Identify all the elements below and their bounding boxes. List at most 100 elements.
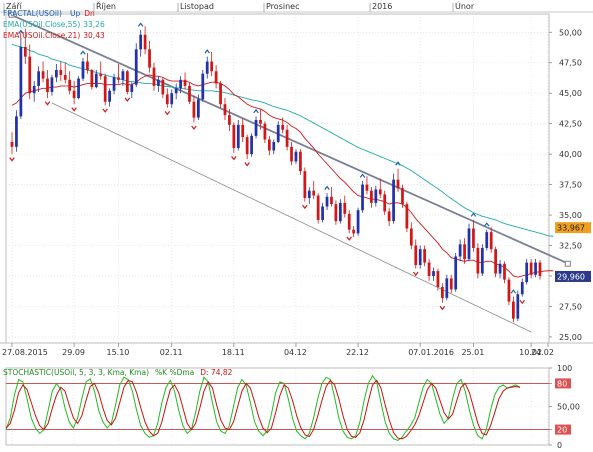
month-label: Únor (455, 0, 475, 11)
candle (436, 268, 440, 291)
candle-body (503, 263, 506, 280)
candle (525, 258, 529, 285)
candle (148, 40, 151, 73)
candle-body (356, 210, 360, 234)
candle-body (94, 73, 98, 88)
candle-body (228, 115, 231, 125)
price-tick-label: 45,00 (559, 89, 582, 98)
month-label: Listopad (180, 2, 214, 11)
candle-body (28, 56, 32, 94)
fractal-down-marker (346, 236, 352, 241)
candle (441, 283, 444, 303)
price-tick-label: 32,50 (559, 242, 582, 251)
stochastic-level-tag (555, 378, 571, 389)
lower-channel-line (51, 102, 532, 333)
stochastic-panel[interactable] (5, 367, 550, 446)
fractal-down-marker (164, 110, 171, 116)
candle-body (37, 71, 40, 86)
candle-body (125, 71, 129, 92)
candle (259, 109, 262, 130)
candle-body (77, 78, 80, 99)
stochastic-title: STOCHASTIC(USOil, 5, 3, 3, Kma, Kma) %K %… (3, 368, 233, 377)
fractal-up-marker (204, 49, 211, 54)
candle-body (59, 70, 63, 75)
trendline-anchor[interactable] (564, 260, 571, 267)
candle (46, 70, 49, 99)
candle-body (54, 70, 58, 78)
month-label: Prosinec (266, 2, 299, 11)
candle-body (454, 256, 458, 290)
candle (494, 246, 498, 278)
candle (409, 222, 413, 250)
candle-body (436, 271, 440, 287)
candle-body (134, 49, 138, 85)
price-tag (555, 222, 591, 234)
candle-body (330, 196, 333, 205)
candle (449, 274, 453, 294)
candle-body (188, 85, 191, 102)
price-panel[interactable] (5, 11, 571, 344)
candle (263, 121, 267, 144)
candle-body (529, 262, 533, 275)
candle-body (23, 46, 27, 57)
candle (165, 88, 169, 108)
candle-body (449, 278, 453, 290)
candle-body (374, 189, 378, 203)
candle (347, 210, 351, 234)
candle (241, 118, 245, 142)
price-tick-label: 35,00 (559, 211, 582, 220)
candle-body (157, 79, 160, 86)
price-tick-label: 25,00 (559, 333, 582, 342)
candle-body (396, 179, 400, 189)
candle (152, 62, 156, 91)
fractal-up-marker (483, 222, 490, 227)
fractal-down-marker (191, 125, 197, 130)
candle-body (485, 232, 489, 248)
fractal-down-marker (519, 299, 526, 305)
fractal-up-marker (510, 289, 517, 294)
candle (458, 239, 462, 262)
candle-body (103, 76, 107, 102)
candle (139, 29, 143, 57)
date-tick-label: 10.02 (519, 348, 542, 357)
candle (472, 219, 475, 252)
month-label: Září (6, 2, 23, 11)
candle (312, 180, 316, 200)
date-tick-label: 25.01 (461, 348, 484, 357)
candle (290, 141, 293, 166)
trendline-anchor[interactable] (8, 11, 15, 18)
candle (361, 180, 364, 213)
stochastic-d-line (5, 379, 521, 440)
candle (19, 37, 23, 119)
candle (196, 94, 200, 121)
candle (489, 227, 493, 253)
candle (338, 199, 342, 224)
month-label: Říjen (96, 1, 116, 11)
fractal-up-marker (80, 50, 86, 55)
candle (37, 66, 40, 92)
stochastic-axis: 100 80 50,00 20 0 (549, 364, 580, 450)
date-tick-label: 02.11 (160, 348, 183, 357)
candle (90, 68, 94, 90)
candle-body (201, 73, 205, 100)
candle (183, 72, 187, 90)
price-legend: FRACTAL(USOil) Up Dn EMA(USOil.Close,55) 33… (3, 9, 105, 40)
candle-body (250, 135, 253, 155)
stochastic-legend: STOCHASTIC(USOil, 5, 3, 3, Kma, Kma) %K %… (3, 368, 233, 377)
date-tick-label: 04.12 (284, 348, 307, 357)
candle-body (432, 271, 435, 276)
candle-body (192, 101, 196, 118)
candle-body (498, 263, 502, 274)
candle (356, 207, 360, 236)
candle-body (254, 120, 258, 136)
candle-body (458, 244, 462, 257)
candle (103, 73, 107, 106)
date-axis: 27.08.2015 29.09 15.10 02.11 18.11 04.12 22.12… (0, 342, 593, 357)
candle-body (392, 179, 395, 222)
candle-body (401, 188, 404, 205)
candle-body (352, 229, 356, 234)
candle-body (463, 244, 466, 259)
candle-body (343, 202, 347, 214)
candle-body (347, 213, 351, 230)
